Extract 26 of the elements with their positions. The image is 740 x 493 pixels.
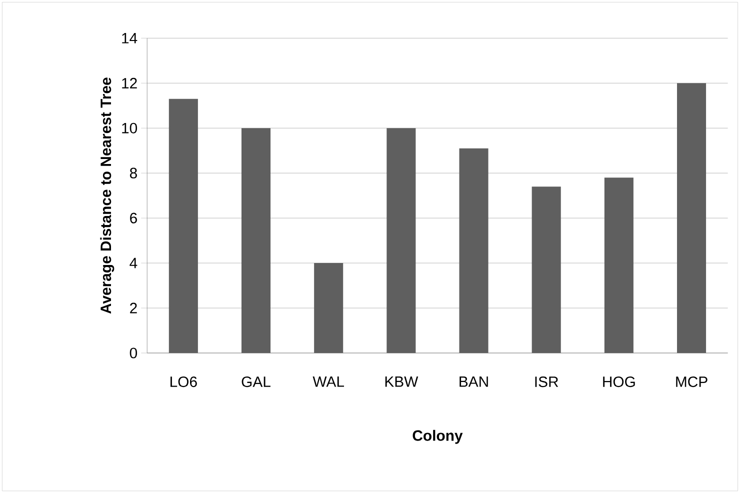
- y-tick-label: 14: [122, 32, 138, 44]
- y-axis-title: Average Distance to Nearest Tree: [100, 78, 114, 314]
- x-tick-label: BAN: [460, 376, 488, 387]
- y-tick-label: 6: [130, 212, 137, 224]
- bar: [386, 128, 416, 353]
- bar: [314, 262, 344, 353]
- y-tick-label: 4: [130, 258, 138, 268]
- x-tick-label: ISR: [535, 376, 558, 388]
- bar: [532, 186, 561, 353]
- x-tick-label: GAL: [242, 376, 270, 388]
- y-tick-label: 0: [130, 348, 138, 358]
- x-tick-label: LO6: [170, 376, 197, 388]
- x-tick-label: MCP: [676, 376, 708, 388]
- x-tick-label: KBW: [385, 376, 418, 387]
- x-axis-title: Colony: [412, 430, 463, 444]
- bar: [241, 128, 271, 353]
- bar: [604, 178, 634, 353]
- x-tick-label: HOG: [603, 376, 635, 388]
- bar: [168, 98, 198, 353]
- x-tick-label: WAL: [312, 376, 344, 387]
- y-tick-label: 2: [130, 302, 137, 314]
- y-tick-label: 12: [122, 78, 137, 88]
- y-tick-label: 10: [122, 122, 138, 134]
- y-tick-label: 8: [130, 168, 137, 178]
- bar: [677, 83, 706, 353]
- bar: [459, 148, 488, 353]
